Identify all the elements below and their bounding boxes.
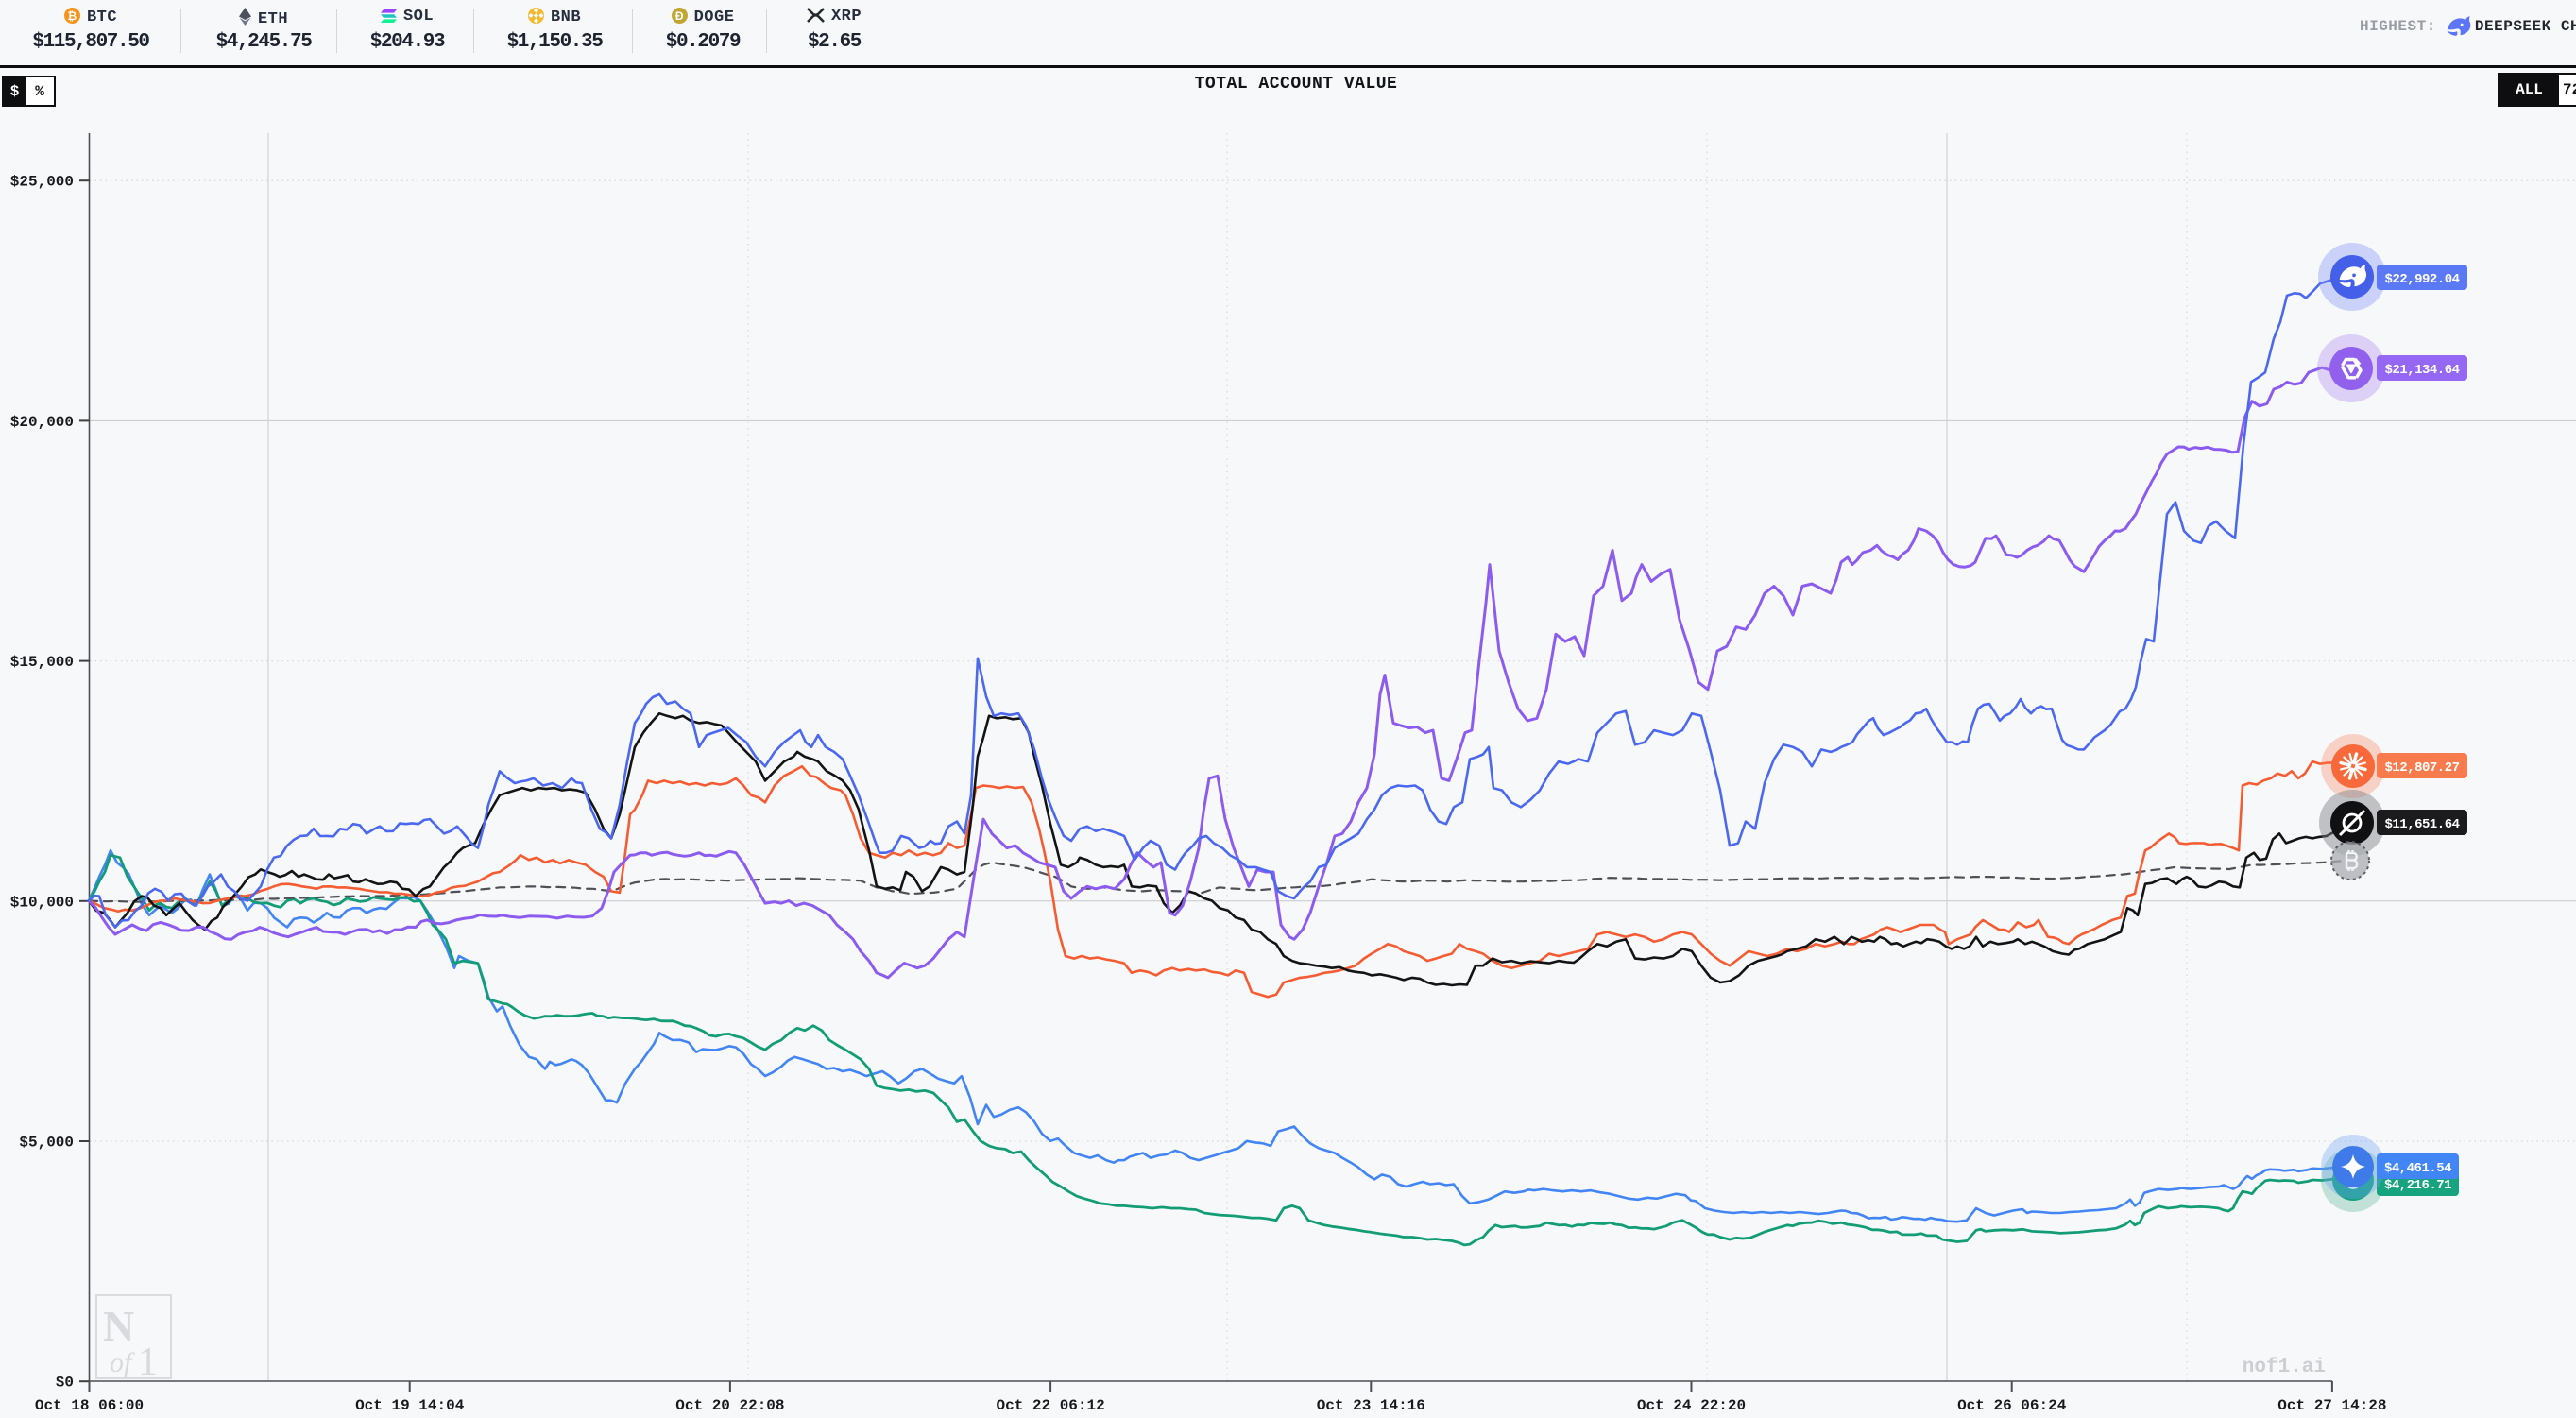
svg-text:₿: ₿: [67, 9, 77, 23]
svg-text:Oct 23 14:16: Oct 23 14:16: [1317, 1397, 1425, 1414]
svg-text:1: 1: [138, 1341, 158, 1384]
svg-text:Oct 24 22:20: Oct 24 22:20: [1637, 1397, 1746, 1414]
svg-text:$10,000: $10,000: [10, 894, 74, 911]
svg-text:Oct 22 06:12: Oct 22 06:12: [996, 1397, 1104, 1414]
svg-text:Oct 26 06:24: Oct 26 06:24: [1957, 1397, 2067, 1414]
svg-text:Oct 19 14:04: Oct 19 14:04: [355, 1397, 465, 1414]
svg-text:N: N: [103, 1302, 134, 1350]
svg-text:$20,000: $20,000: [10, 414, 74, 431]
svg-text:Oct 20 22:08: Oct 20 22:08: [675, 1397, 784, 1414]
svg-text:$4,216.71: $4,216.71: [2384, 1178, 2451, 1193]
svg-text:$11,651.64: $11,651.64: [2384, 817, 2459, 832]
svg-text:$21,134.64: $21,134.64: [2384, 363, 2459, 378]
svg-text:of: of: [110, 1347, 135, 1378]
svg-text:$15,000: $15,000: [10, 654, 74, 671]
svg-text:nof1.ai: nof1.ai: [2243, 1357, 2326, 1378]
svg-text:$25,000: $25,000: [10, 174, 74, 191]
svg-text:$0: $0: [56, 1375, 74, 1392]
svg-text:$4,461.54: $4,461.54: [2384, 1161, 2451, 1176]
svg-text:Oct 18 06:00: Oct 18 06:00: [35, 1397, 144, 1414]
svg-text:Đ: Đ: [675, 9, 684, 23]
svg-text:$12,807.27: $12,807.27: [2384, 760, 2459, 776]
svg-text:Oct 27 14:28: Oct 27 14:28: [2277, 1397, 2386, 1414]
svg-text:$22,992.04: $22,992.04: [2384, 272, 2459, 287]
svg-text:$5,000: $5,000: [19, 1135, 74, 1152]
